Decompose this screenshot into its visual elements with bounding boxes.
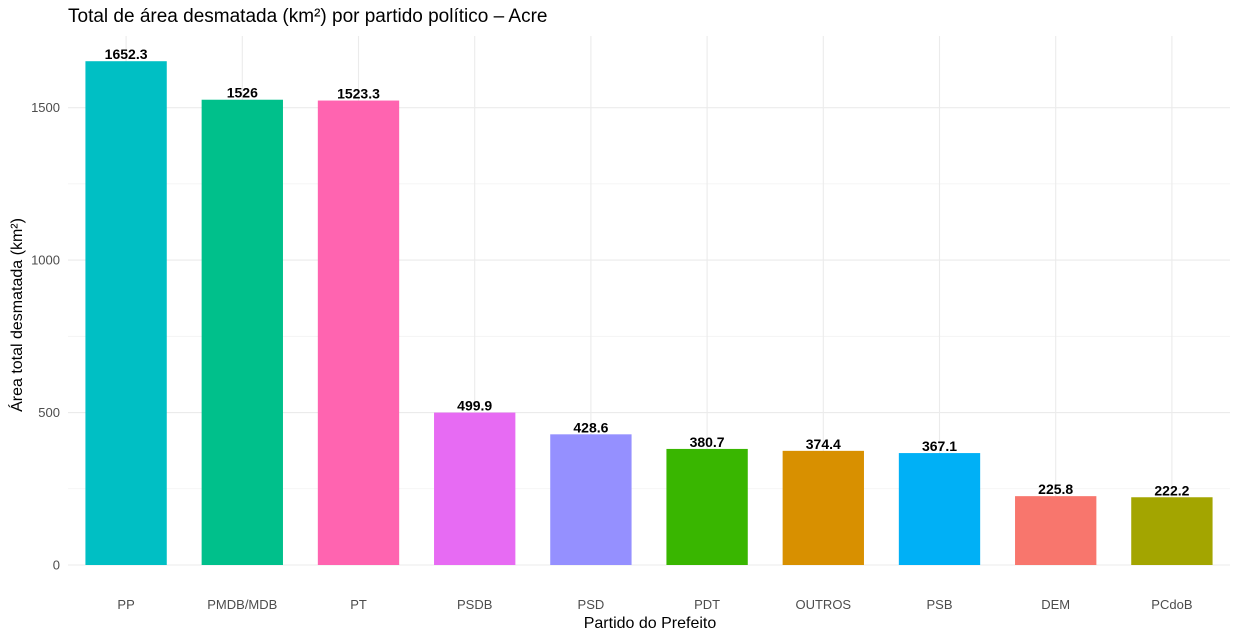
bar-psdb xyxy=(434,412,516,565)
x-tick-label: PSDB xyxy=(457,597,492,612)
bar-pt xyxy=(317,100,400,565)
y-axis-ticks: 0 500 1000 1500 xyxy=(31,100,60,572)
bar-pcdob xyxy=(1131,497,1213,565)
chart-title: Total de área desmatada (km²) por partid… xyxy=(68,6,548,27)
x-axis-title: Partido do Prefeito xyxy=(584,615,717,632)
x-tick-label: PDT xyxy=(694,597,720,612)
bar-pdt xyxy=(666,448,748,565)
x-tick-label: PSD xyxy=(578,597,605,612)
data-label: 1652.3 xyxy=(105,46,148,62)
bar-pp xyxy=(85,61,167,566)
bars xyxy=(85,61,1213,566)
data-label: 428.6 xyxy=(573,419,608,435)
bar-pmdb-mdb xyxy=(201,99,283,565)
y-axis-title: Área total desmatada (km²) xyxy=(7,218,26,412)
y-tick-label: 500 xyxy=(38,405,60,420)
y-tick-label: 1500 xyxy=(31,100,60,115)
data-label: 499.9 xyxy=(457,398,492,414)
x-tick-label: PMDB/MDB xyxy=(207,597,277,612)
x-tick-label: PCdoB xyxy=(1151,597,1192,612)
x-tick-label: DEM xyxy=(1041,597,1070,612)
data-label: 380.7 xyxy=(690,434,725,450)
data-label: 374.4 xyxy=(806,436,841,452)
bar-psd xyxy=(550,434,632,565)
data-label: 225.8 xyxy=(1038,481,1073,497)
y-tick-label: 1000 xyxy=(31,253,60,268)
data-label: 222.2 xyxy=(1154,482,1189,498)
bar-dem xyxy=(1015,496,1097,565)
x-tick-label: OUTROS xyxy=(795,597,851,612)
data-label: 1526 xyxy=(227,85,258,101)
x-axis-ticks: PP PMDB/MDB PT PSDB PSD PDT OUTROS PSB DEM PCdoB xyxy=(117,597,1192,612)
data-label: 1523.3 xyxy=(337,86,380,102)
x-tick-label: PP xyxy=(117,597,134,612)
data-labels: 1652.3 1526 1523.3 499.9 428.6 380.7 374.4 367.… xyxy=(105,46,1190,498)
y-tick-label: 0 xyxy=(53,558,60,573)
x-tick-label: PSB xyxy=(926,597,952,612)
bar-outros xyxy=(782,450,864,565)
data-label: 367.1 xyxy=(922,438,957,454)
x-tick-label: PT xyxy=(350,597,367,612)
bar-psb xyxy=(898,453,981,565)
